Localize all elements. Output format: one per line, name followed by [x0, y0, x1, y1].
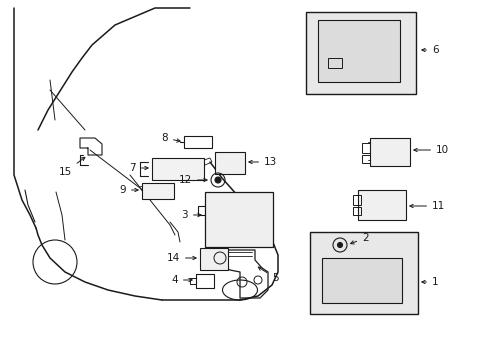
- Text: 1: 1: [421, 277, 438, 287]
- Bar: [204, 192, 272, 247]
- Bar: [200, 248, 227, 270]
- Text: 13: 13: [248, 157, 277, 167]
- Bar: [357, 190, 405, 220]
- Text: 4: 4: [171, 275, 192, 285]
- Bar: [327, 58, 341, 68]
- Bar: [317, 20, 399, 82]
- Bar: [369, 138, 409, 166]
- Circle shape: [337, 243, 342, 248]
- Bar: [152, 158, 203, 180]
- Text: 9: 9: [119, 185, 138, 195]
- Bar: [196, 274, 214, 288]
- Text: 10: 10: [413, 145, 448, 155]
- Text: 6: 6: [421, 45, 438, 55]
- Bar: [361, 143, 369, 153]
- Text: 15: 15: [59, 157, 85, 177]
- Text: 5: 5: [258, 267, 278, 283]
- Text: 7: 7: [129, 163, 148, 173]
- Bar: [352, 195, 360, 205]
- Text: 3: 3: [181, 210, 201, 220]
- Bar: [309, 232, 417, 314]
- Text: 2: 2: [350, 233, 368, 244]
- Circle shape: [215, 177, 221, 183]
- Bar: [321, 258, 401, 303]
- Text: 14: 14: [166, 253, 196, 263]
- Text: 8: 8: [161, 133, 180, 143]
- Bar: [352, 207, 360, 215]
- Bar: [305, 12, 415, 94]
- Bar: [183, 136, 212, 148]
- Text: 11: 11: [409, 201, 445, 211]
- Bar: [142, 183, 174, 199]
- Bar: [361, 155, 369, 163]
- Text: 12: 12: [179, 175, 207, 185]
- Bar: [215, 152, 244, 174]
